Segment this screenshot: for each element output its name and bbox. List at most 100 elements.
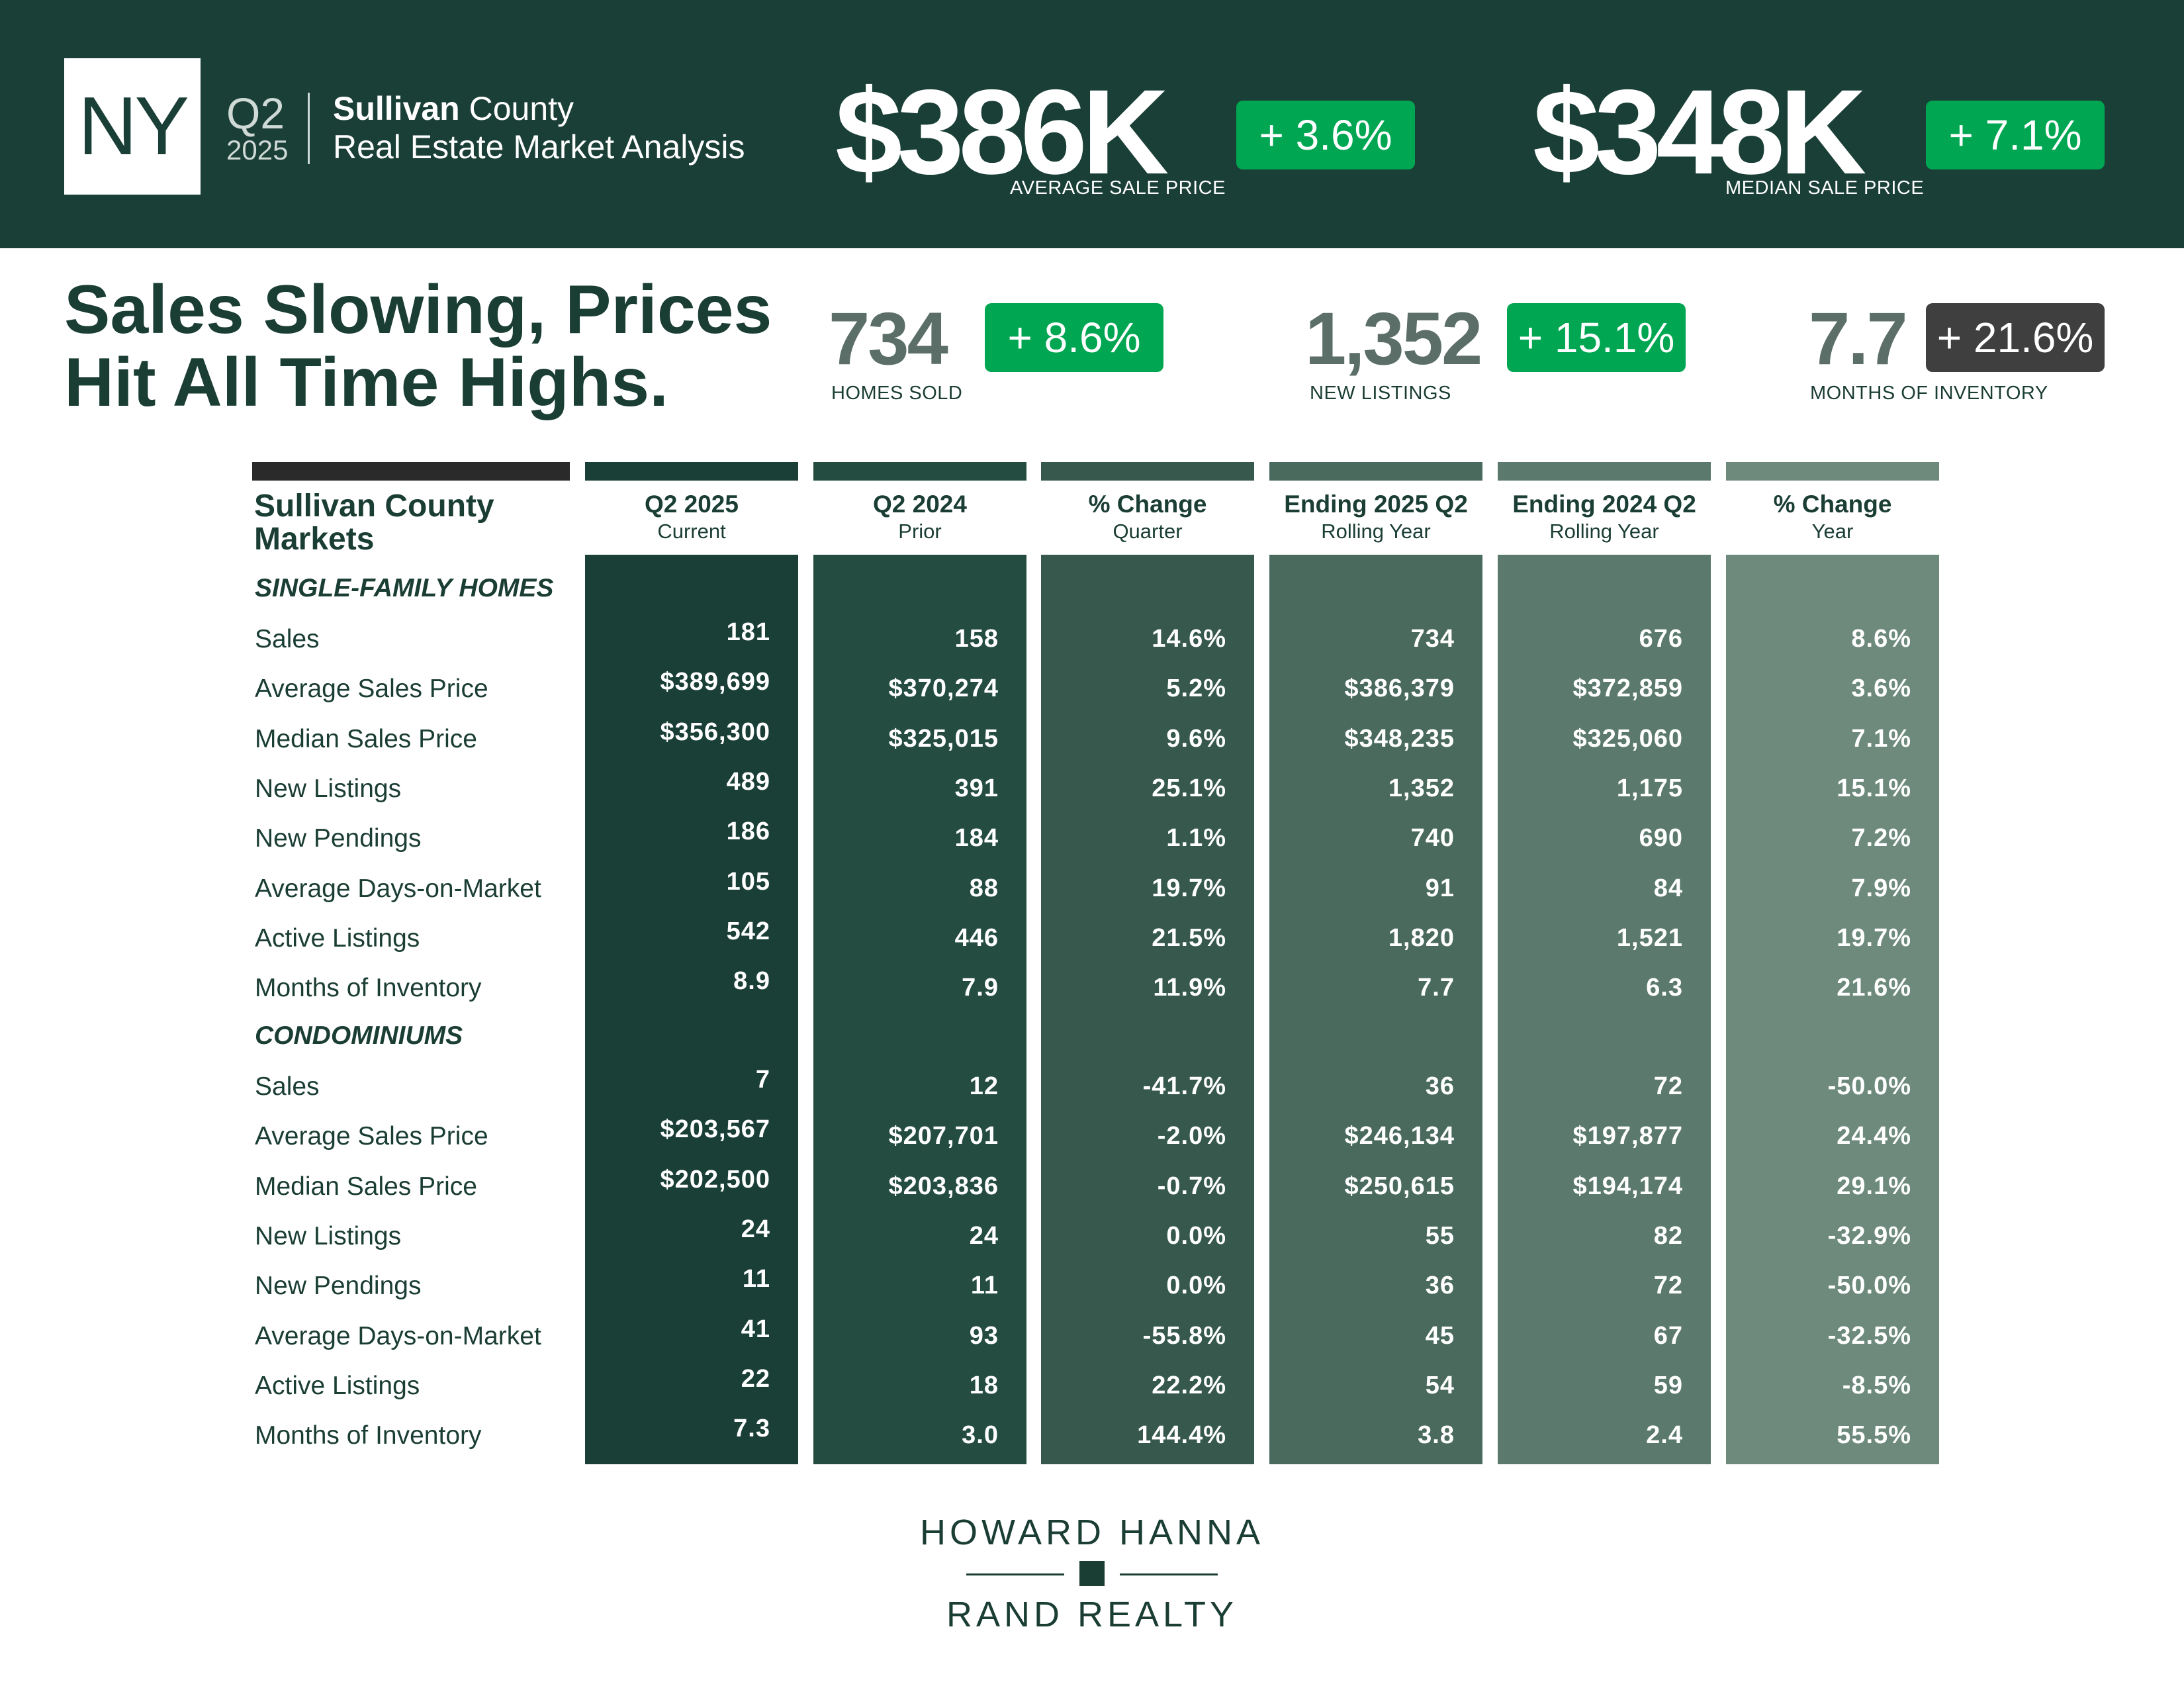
table-cell: 22 [741,1365,770,1393]
row-label: Average Sales Price [255,1122,488,1150]
median-sale-price-change-badge: + 7.1% [1926,101,2105,169]
median-sale-price-value: $348K [1533,64,1866,199]
table-cell: 22.2% [1152,1372,1226,1399]
row-label: Median Sales Price [255,1172,477,1201]
table-cell: 24.4% [1837,1122,1911,1150]
table-cell: 144.4% [1137,1421,1226,1449]
table-cell: $370,274 [888,675,999,702]
quarter-year: Q2 2025 [226,91,288,165]
table-cell: 489 [726,768,770,796]
table-cell: 82 [1653,1222,1683,1250]
table-cell: 1,521 [1616,924,1683,952]
homes-sold-change-badge: + 8.6% [985,303,1163,372]
report-subtitle: Real Estate Market Analysis [333,128,745,165]
table-cell: $207,701 [888,1122,999,1150]
table-cell: 59 [1653,1372,1683,1399]
table-cell: 542 [726,917,770,945]
row-label: Active Listings [255,924,420,953]
column-top-bar [813,462,1026,481]
column-header: Q2 2024 Prior [813,490,1026,544]
table-cell: -41.7% [1142,1072,1226,1100]
table-cell: 391 [954,774,999,802]
table-cell: 88 [969,874,999,902]
row-label: New Pendings [255,1272,422,1300]
new-listings-label: NEW LISTINGS [1310,383,1451,404]
header-divider [308,93,310,164]
logo-square-icon [1079,1561,1105,1586]
table-cell: -32.5% [1827,1322,1911,1350]
table-cell: 184 [954,824,999,852]
table-cell: $203,567 [660,1115,770,1143]
logo-rule-left [966,1573,1064,1575]
table-cell: 25.1% [1152,774,1226,802]
table-cell: 9.6% [1166,725,1226,753]
table-cell: 158 [954,625,999,653]
report-title: Sullivan County Real Estate Market Analy… [333,89,745,166]
table-cell: 7.7 [1418,974,1455,1002]
column-background [1041,555,1254,1464]
table-cell: 36 [1425,1072,1455,1100]
column-top-bar [1269,462,1482,481]
table-cell: 29.1% [1837,1172,1911,1200]
table-cell: 181 [726,618,770,646]
average-sale-price-value: $386K [835,64,1169,199]
section-title: SINGLE-FAMILY HOMES [255,574,554,602]
table-cell: 72 [1653,1072,1683,1100]
section-title: CONDOMINIUMS [255,1021,463,1050]
table-cell: 21.6% [1837,974,1911,1002]
table-cell: 1,820 [1388,924,1455,952]
column-header-title: Ending 2025 Q2 [1284,491,1468,518]
table-cell: 446 [954,924,999,952]
row-label: Active Listings [255,1372,420,1400]
column-background [585,555,798,1464]
table-cell: 1,175 [1616,774,1683,802]
table-cell: 3.0 [962,1421,999,1449]
table-cell: 7 [755,1066,770,1094]
table-cell: 21.5% [1152,924,1226,952]
table-cell: -50.0% [1827,1272,1911,1299]
table-cell: 1.1% [1166,824,1226,852]
headline-line-1: Sales Slowing, Prices [64,271,772,348]
table-cell: 18 [969,1372,999,1399]
table-cell: 54 [1425,1372,1455,1399]
column-header-title: % Change [1088,491,1207,518]
county-suffix: County [459,90,574,127]
year-label: 2025 [226,134,289,165]
table-cell: $194,174 [1572,1172,1683,1200]
table-cell: 8.9 [733,967,770,995]
table-cell: 8.6% [1851,625,1911,653]
table-cell: -32.9% [1827,1222,1911,1250]
logo-rule-right [1120,1573,1218,1575]
county-name: Sullivan [333,90,460,127]
table-cell: 676 [1639,625,1683,653]
table-cell: 186 [726,818,770,845]
table-cell: 84 [1653,874,1683,902]
column-header-subtitle: Rolling Year [1549,520,1659,543]
table-cell: 5.2% [1166,675,1226,702]
table-cell: 1,352 [1388,774,1455,802]
new-listings-value: 1,352 [1305,297,1482,380]
column-background [1498,555,1711,1464]
column-top-bar [585,462,798,481]
column-header-title: % Change [1773,491,1892,518]
table-cell: 11 [742,1265,770,1293]
column-header-subtitle: Current [657,520,726,543]
table-cell: 19.7% [1152,874,1226,902]
table-cell: $325,015 [888,725,999,753]
row-label: Average Days-on-Market [255,1322,541,1350]
average-sale-price-change-badge: + 3.6% [1236,101,1415,169]
table-cell: 24 [741,1215,770,1243]
table-cell: 36 [1425,1272,1455,1299]
table-cell: 12 [969,1072,999,1100]
table-cell: $348,235 [1344,725,1455,753]
table-cell: 3.8 [1418,1421,1455,1449]
quarter-label: Q2 [226,89,285,138]
table-cell: 11.9% [1153,974,1226,1002]
column-top-bar [1726,462,1939,481]
column-header: Q2 2025 Current [585,490,798,544]
row-label: New Listings [255,1222,402,1250]
column-background [1269,555,1482,1464]
table-cell: $386,379 [1344,675,1455,702]
table-cell: 105 [726,868,770,896]
table-cell: $197,877 [1572,1122,1683,1150]
